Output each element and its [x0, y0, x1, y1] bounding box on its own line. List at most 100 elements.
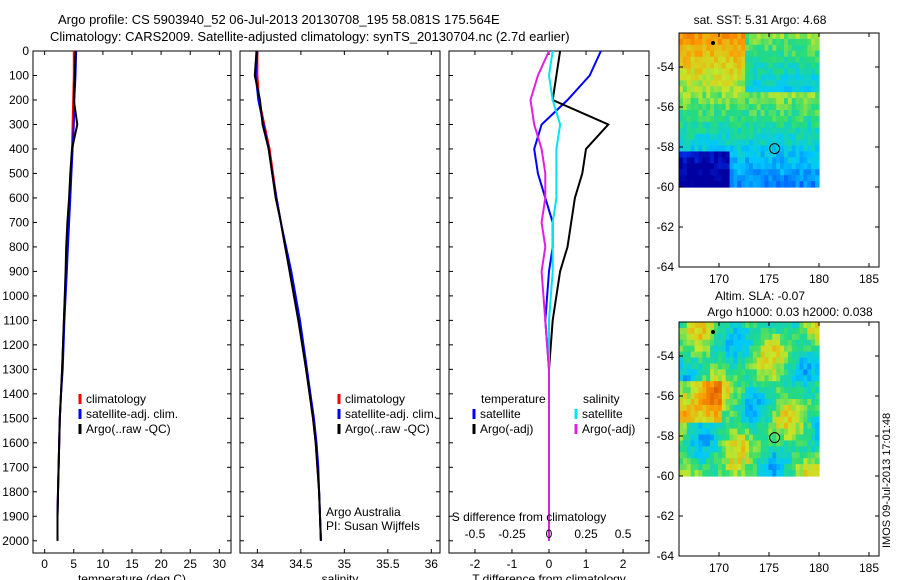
heatmap-cell — [791, 139, 797, 147]
heatmap-cell — [764, 410, 770, 418]
heatmap-cell — [694, 80, 700, 87]
heatmap-cell — [791, 327, 797, 335]
heatmap-cell — [682, 38, 688, 46]
heatmap-cell — [749, 351, 754, 359]
y-tick-label: 1700 — [2, 460, 29, 474]
x-tick-label: 35 — [338, 557, 352, 571]
heatmap-cell — [741, 56, 746, 64]
heatmap-cell — [745, 452, 750, 459]
heatmap-cell — [752, 375, 758, 382]
heatmap-cell — [679, 38, 684, 46]
heatmap-cell — [717, 375, 723, 382]
heatmap-cell — [690, 369, 696, 376]
heatmap-cell — [780, 363, 785, 370]
heatmap-cell — [760, 56, 766, 64]
heatmap-cell — [787, 351, 793, 359]
heatmap-cell — [776, 62, 781, 70]
heatmap-cell — [780, 104, 785, 111]
heatmap-cell — [749, 404, 754, 412]
heatmap-cell — [799, 470, 805, 477]
heatmap-cell — [787, 104, 793, 111]
heatmap-cell — [807, 464, 812, 471]
heatmap-cell — [706, 145, 711, 153]
heatmap-cell — [768, 351, 773, 359]
heatmap-cell — [706, 375, 711, 382]
heatmap-cell — [745, 434, 750, 442]
heatmap-cell — [710, 151, 715, 158]
heatmap-cell — [698, 86, 703, 93]
heatmap-cell — [784, 33, 789, 40]
heatmap-cell — [741, 363, 746, 370]
heatmap-cell — [698, 145, 703, 153]
heatmap-cell — [760, 44, 766, 52]
heatmap-cell — [698, 333, 703, 341]
heatmap-cell — [737, 163, 742, 170]
heatmap-cell — [807, 363, 812, 370]
heatmap-cell — [698, 470, 703, 477]
heatmap-cell — [694, 62, 700, 70]
y-tick-label: -58 — [657, 429, 675, 443]
heatmap-cell — [717, 110, 723, 117]
heatmap-cell — [690, 56, 696, 64]
heatmap-cell — [745, 74, 750, 81]
heatmap-cell — [749, 363, 754, 370]
heatmap-cell — [749, 410, 754, 418]
heatmap-cell — [698, 44, 703, 52]
heatmap-cell — [733, 363, 738, 370]
heatmap-cell — [780, 157, 785, 164]
heatmap-cell — [682, 387, 688, 394]
heatmap-cell — [725, 464, 731, 471]
heatmap-cell — [776, 98, 781, 105]
heatmap-cell — [784, 452, 789, 459]
heatmap-cell — [690, 327, 696, 335]
heatmap-cell — [749, 169, 754, 176]
heatmap-cell — [807, 139, 812, 147]
heatmap-cell — [780, 133, 785, 141]
heatmap-cell — [721, 44, 727, 52]
heatmap-cell — [682, 127, 688, 135]
heatmap-cell — [749, 369, 754, 376]
heatmap-cell — [679, 345, 684, 353]
heatmap-cell — [710, 416, 715, 424]
heatmap-cell — [795, 404, 801, 412]
heatmap-cell — [710, 446, 715, 453]
heatmap-cell — [772, 175, 777, 182]
heatmap-cell — [807, 428, 812, 436]
heatmap-cell — [764, 375, 770, 382]
heatmap-cell — [682, 121, 688, 129]
heatmap-cell — [780, 416, 785, 424]
heatmap-cell — [690, 68, 696, 76]
heatmap-cell — [706, 464, 711, 471]
heatmap-cell — [749, 50, 754, 58]
heatmap-cell — [721, 363, 727, 370]
heatmap-cell — [760, 121, 766, 129]
heatmap-cell — [741, 74, 746, 81]
heatmap-cell — [725, 74, 731, 81]
heatmap-cell — [799, 428, 805, 436]
heatmap-cell — [682, 434, 688, 442]
heatmap-cell — [721, 452, 727, 459]
heatmap-cell — [772, 33, 777, 40]
heatmap-cell — [784, 121, 789, 129]
heatmap-cell — [725, 181, 731, 188]
heatmap-cell — [780, 56, 785, 64]
heatmap-cell — [729, 33, 735, 40]
heatmap-cell — [807, 357, 812, 365]
heatmap-cell — [702, 181, 707, 188]
heatmap-cell — [698, 115, 703, 123]
heatmap-cell — [714, 333, 719, 341]
heatmap-cell — [745, 145, 750, 153]
heatmap-cell — [768, 50, 773, 58]
heatmap-cell — [741, 387, 746, 394]
heatmap-cell — [682, 393, 688, 400]
heatmap-cell — [717, 104, 723, 111]
heatmap-cell — [679, 33, 684, 40]
heatmap-cell — [787, 434, 793, 442]
heatmap-cell — [780, 458, 785, 465]
heatmap-cell — [772, 127, 777, 135]
heatmap-cell — [780, 434, 785, 442]
heatmap-cell — [795, 98, 801, 105]
heatmap-cell — [760, 327, 766, 335]
heatmap-cell — [768, 68, 773, 76]
y-tick-label: 1400 — [2, 387, 29, 401]
